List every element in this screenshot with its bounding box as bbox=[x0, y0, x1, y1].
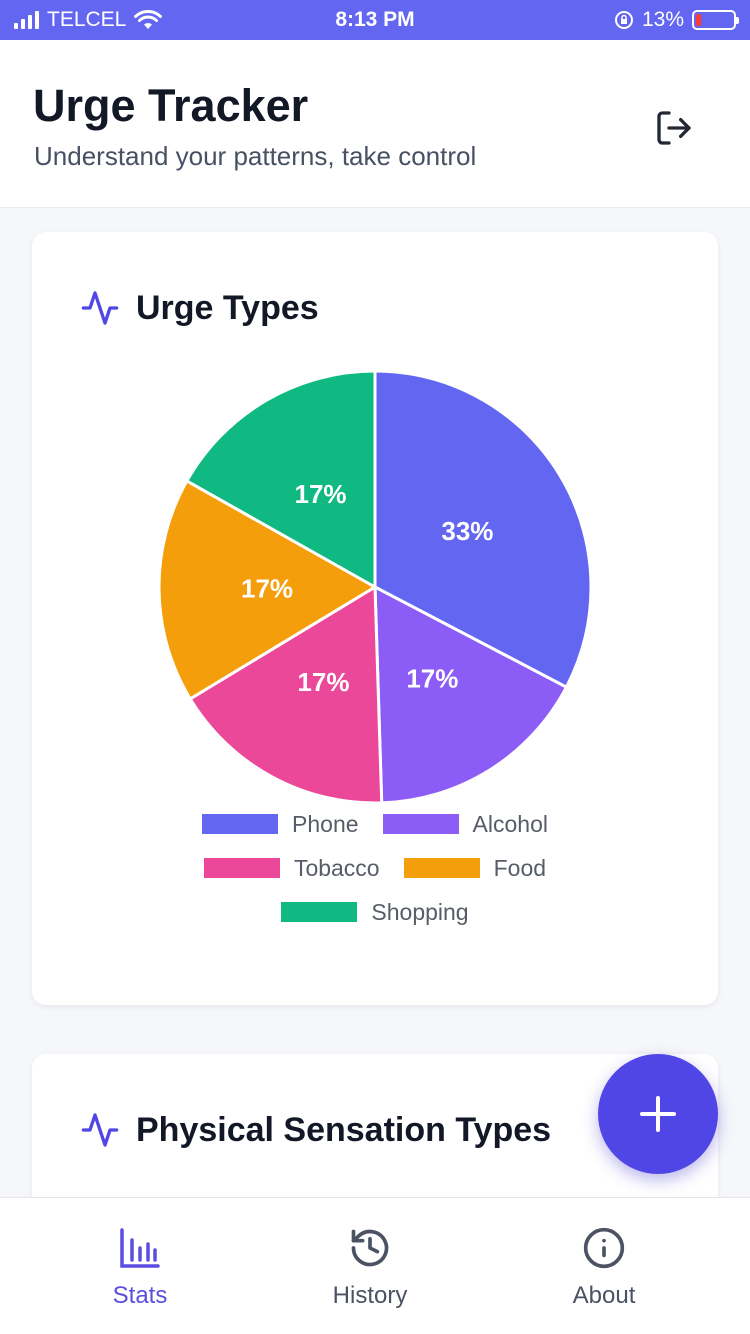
pie-slice-food bbox=[157, 478, 378, 701]
battery-icon bbox=[692, 10, 739, 30]
rotation-lock-icon bbox=[614, 11, 633, 29]
legend-label: Shopping bbox=[371, 898, 469, 925]
pie-slice-phone bbox=[373, 369, 593, 690]
legend-item-alcohol: Alcohol bbox=[382, 810, 548, 837]
pulse-icon bbox=[80, 288, 120, 328]
legend-label: Food bbox=[493, 854, 547, 881]
pie-label-phone: 33% bbox=[441, 516, 493, 546]
logout-button[interactable] bbox=[648, 102, 700, 154]
status-bar: TELCEL 8:13 PM 13% bbox=[0, 0, 750, 40]
legend-item-tobacco: Tobacco bbox=[203, 854, 380, 881]
legend-swatch bbox=[203, 858, 280, 878]
legend-swatch bbox=[281, 902, 358, 922]
clock: 8:13 PM bbox=[335, 8, 415, 31]
plus-icon bbox=[640, 1096, 676, 1132]
pie-label-alcohol: 17% bbox=[406, 664, 458, 694]
pie-slice-alcohol bbox=[373, 584, 569, 805]
tab-about-label: About bbox=[572, 1282, 636, 1309]
page-title: Urge Tracker bbox=[33, 80, 309, 131]
battery-percent: 13% bbox=[641, 8, 684, 31]
pulse-icon bbox=[80, 1110, 120, 1150]
bar-chart-icon bbox=[120, 1228, 160, 1268]
history-icon bbox=[351, 1229, 389, 1267]
legend-item-food: Food bbox=[403, 854, 547, 881]
legend-swatch bbox=[382, 814, 459, 834]
signal-icon bbox=[14, 11, 39, 29]
logout-icon bbox=[657, 111, 691, 145]
pie-label-shopping: 17% bbox=[294, 479, 346, 509]
tab-history[interactable]: History bbox=[245, 1198, 495, 1334]
add-urge-button[interactable] bbox=[598, 1054, 718, 1174]
legend-label: Tobacco bbox=[293, 854, 380, 881]
tab-about[interactable]: About bbox=[479, 1198, 729, 1334]
legend-label: Phone bbox=[292, 810, 359, 837]
legend-item-phone: Phone bbox=[202, 810, 359, 837]
pie-slice-tobacco bbox=[188, 584, 384, 805]
info-icon bbox=[583, 1227, 625, 1269]
urge-types-title: Urge Types bbox=[136, 288, 319, 327]
chart-legend: Phone Alcohol Tobacco Food Shopping bbox=[32, 810, 718, 925]
legend-label: Alcohol bbox=[472, 810, 548, 837]
page-subtitle: Understand your patterns, take control bbox=[34, 141, 477, 171]
app-header: Urge Tracker Understand your patterns, t… bbox=[0, 40, 750, 208]
legend-swatch bbox=[202, 814, 279, 834]
bottom-tab-bar: Stats History About bbox=[0, 1197, 750, 1334]
pie-label-tobacco: 17% bbox=[297, 667, 349, 697]
wifi-icon bbox=[134, 10, 163, 29]
legend-item-shopping: Shopping bbox=[281, 898, 469, 925]
urge-types-pie-chart: 33% 17% 17% 17% 17% bbox=[157, 369, 593, 805]
pie-slice-shopping bbox=[184, 369, 377, 590]
urge-types-card: Urge Types 33% 17% 17% 17% 17% Phone Alcohol T… bbox=[32, 232, 718, 1005]
physical-sensation-heading: Physical Sensation Types bbox=[80, 1110, 551, 1150]
legend-swatch bbox=[403, 858, 480, 878]
tab-history-label: History bbox=[332, 1282, 408, 1309]
urge-types-heading: Urge Types bbox=[80, 288, 319, 328]
carrier-name: TELCEL bbox=[47, 8, 127, 31]
tab-stats-label: Stats bbox=[112, 1282, 168, 1309]
pie-label-food: 17% bbox=[241, 574, 293, 604]
tab-stats[interactable]: Stats bbox=[15, 1198, 265, 1334]
physical-sensation-title: Physical Sensation Types bbox=[136, 1110, 552, 1149]
